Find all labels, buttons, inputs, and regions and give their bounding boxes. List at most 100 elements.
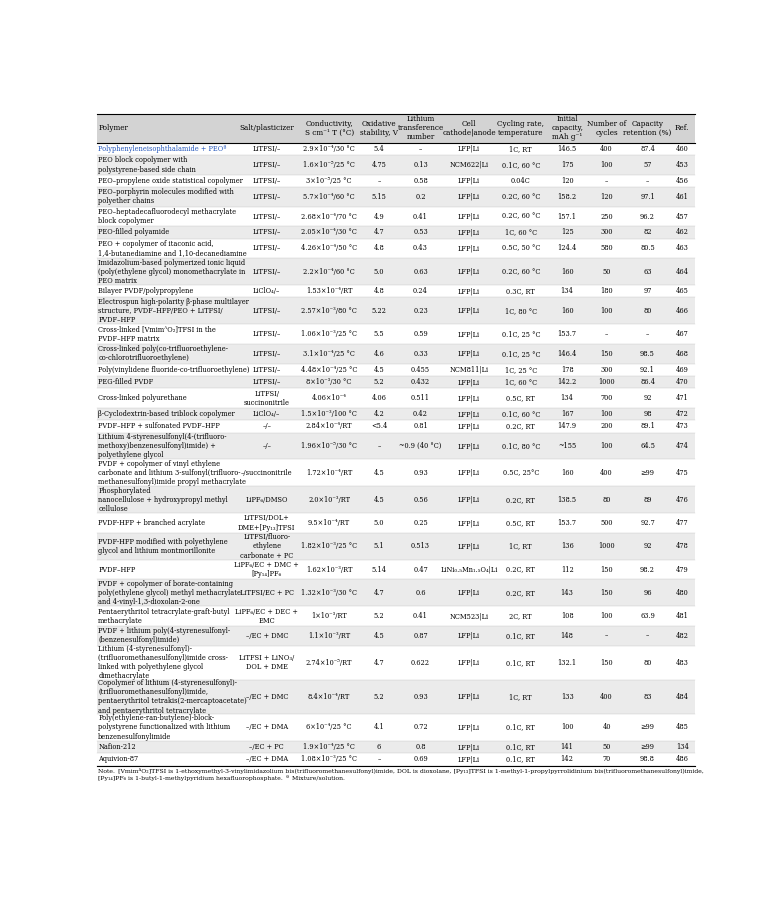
Text: 150: 150 (600, 350, 613, 358)
Text: 180: 180 (600, 287, 613, 295)
Text: 112: 112 (560, 565, 574, 573)
Text: LiTFSI/fluoro-
ethylene
carbonate + PC: LiTFSI/fluoro- ethylene carbonate + PC (240, 533, 293, 560)
Text: 3×10⁻⁵/25 °C: 3×10⁻⁵/25 °C (306, 177, 352, 184)
Bar (96, 533, 695, 560)
Text: 453: 453 (676, 161, 689, 169)
Text: LiTFSI/–: LiTFSI/– (252, 378, 281, 386)
Text: –/EC + DMC: –/EC + DMC (245, 632, 288, 640)
Text: 4.9: 4.9 (374, 212, 384, 220)
Text: 89: 89 (643, 496, 652, 504)
Text: LiPF₆/EC + DEC +
EMC: LiPF₆/EC + DEC + EMC (235, 608, 298, 625)
Text: 0.3C, RT: 0.3C, RT (506, 287, 535, 295)
Text: LiPF₆/EC + DMC +
[Py₁₄]PF₆: LiPF₆/EC + DMC + [Py₁₄]PF₆ (235, 561, 299, 578)
Text: –/EC + DMA: –/EC + DMA (245, 755, 288, 763)
Text: Ref.: Ref. (675, 124, 689, 132)
Text: 5.22: 5.22 (371, 307, 386, 315)
Text: 250: 250 (600, 212, 613, 220)
Bar (96, 753, 695, 766)
Text: 138.5: 138.5 (557, 496, 577, 504)
Text: 125: 125 (560, 229, 574, 237)
Text: 485: 485 (676, 724, 689, 732)
Text: 477: 477 (676, 519, 689, 527)
Text: 475: 475 (676, 469, 689, 477)
Text: 157.1: 157.1 (557, 212, 577, 220)
Text: 40: 40 (602, 724, 611, 732)
Text: 5.4: 5.4 (374, 145, 384, 153)
Text: 2.68×10⁻⁴/70 °C: 2.68×10⁻⁴/70 °C (301, 212, 357, 220)
Text: –: – (378, 177, 381, 184)
Text: LFP|Li: LFP|Li (458, 267, 480, 275)
Bar (96, 207, 695, 226)
Bar (96, 298, 695, 324)
Text: 86.4: 86.4 (640, 378, 655, 386)
Text: 4.75: 4.75 (371, 161, 386, 169)
Text: 1C, RT: 1C, RT (510, 693, 532, 701)
Text: Pentaerythritol tetracrylate-graft-butyl
methacrylate: Pentaerythritol tetracrylate-graft-butyl… (98, 608, 230, 625)
Text: LiTFSI/–: LiTFSI/– (252, 161, 281, 169)
Bar (96, 741, 695, 753)
Text: LFP|Li: LFP|Li (458, 330, 480, 338)
Text: 3.1×10⁻⁴/25 °C: 3.1×10⁻⁴/25 °C (303, 350, 355, 358)
Text: 1.6×10⁻⁵/25 °C: 1.6×10⁻⁵/25 °C (303, 161, 355, 169)
Text: 0.1C, RT: 0.1C, RT (506, 724, 535, 732)
Text: LiTFSI/–: LiTFSI/– (252, 330, 281, 338)
Text: 4.5: 4.5 (374, 469, 384, 477)
Text: LFP|Li: LFP|Li (458, 177, 480, 184)
Text: 2.9×10⁻⁴/30 °C: 2.9×10⁻⁴/30 °C (303, 145, 355, 153)
Text: 482: 482 (676, 632, 689, 640)
Bar (96, 376, 695, 388)
Text: 100: 100 (601, 307, 613, 315)
Text: 4.5: 4.5 (374, 365, 384, 374)
Text: ~0.9 (40 °C): ~0.9 (40 °C) (399, 442, 442, 450)
Text: 160: 160 (560, 267, 574, 275)
Bar (96, 626, 695, 645)
Text: 83: 83 (643, 693, 652, 701)
Text: 5.7×10⁻⁴/60 °C: 5.7×10⁻⁴/60 °C (303, 193, 355, 201)
Text: LiTFSI/DOL+
DME+[Py₁₃]TFSI: LiTFSI/DOL+ DME+[Py₁₃]TFSI (238, 515, 296, 532)
Text: 120: 120 (560, 177, 574, 184)
Text: 0.2C, RT: 0.2C, RT (506, 589, 535, 597)
Bar (96, 155, 695, 175)
Text: LiTFSI/EC + PC: LiTFSI/EC + PC (240, 589, 293, 597)
Text: 4.06×10⁻⁴: 4.06×10⁻⁴ (312, 394, 347, 402)
Text: 480: 480 (676, 589, 689, 597)
Text: NCM622|Li: NCM622|Li (449, 161, 489, 169)
Text: 5.5: 5.5 (374, 330, 384, 338)
Text: LFP|Li: LFP|Li (458, 350, 480, 358)
Text: Poly(ethylene-ran-butylene)-block-
polystyrene functionalized with lithium
benze: Poly(ethylene-ran-butylene)-block- polys… (98, 715, 231, 741)
Text: PVDF-HFP modified with polyethylene
glycol and lithium montmorillonite: PVDF-HFP modified with polyethylene glyc… (98, 538, 228, 555)
Text: LFP|Li: LFP|Li (458, 469, 480, 477)
Text: 580: 580 (600, 245, 613, 253)
Text: 0.1C, RT: 0.1C, RT (506, 632, 535, 640)
Text: 0.5C, 50 °C: 0.5C, 50 °C (502, 245, 540, 253)
Text: 0.5C, 25°C: 0.5C, 25°C (503, 469, 539, 477)
Text: 466: 466 (676, 307, 689, 315)
Text: 464: 464 (676, 267, 689, 275)
Text: 300: 300 (601, 365, 613, 374)
Text: 1000: 1000 (598, 543, 615, 551)
Text: 468: 468 (676, 350, 689, 358)
Text: 4.7: 4.7 (374, 659, 384, 667)
Text: 4.5: 4.5 (374, 496, 384, 504)
Text: 4.7: 4.7 (374, 229, 384, 237)
Text: LiTFSI/–: LiTFSI/– (252, 267, 281, 275)
Text: PVDF + copolymer of borate-containing
poly(ethylene glycol) methyl methacrylate
: PVDF + copolymer of borate-containing po… (98, 580, 242, 606)
Text: 467: 467 (676, 330, 689, 338)
Text: 0.56: 0.56 (413, 496, 428, 504)
Text: 0.1C, RT: 0.1C, RT (506, 755, 535, 763)
Text: LiTFSI/–: LiTFSI/– (252, 177, 281, 184)
Text: 8.4×10⁻⁴/RT: 8.4×10⁻⁴/RT (308, 693, 350, 701)
Text: PEO–heptadecafluorodecyl methacrylate
block copolymer: PEO–heptadecafluorodecyl methacrylate bl… (98, 208, 236, 225)
Text: 0.2C, RT: 0.2C, RT (506, 422, 535, 430)
Text: 1.82×10⁻³/25 °C: 1.82×10⁻³/25 °C (301, 543, 357, 551)
Text: Capacity
retention (%): Capacity retention (%) (623, 120, 672, 137)
Text: 470: 470 (676, 378, 689, 386)
Text: 64.5: 64.5 (640, 442, 655, 450)
Bar (96, 226, 695, 239)
Text: LiTFSI/–: LiTFSI/– (252, 350, 281, 358)
Text: 0.1C, 25 °C: 0.1C, 25 °C (502, 330, 540, 338)
Text: Number of
cycles: Number of cycles (587, 120, 626, 137)
Text: 0.33: 0.33 (413, 350, 428, 358)
Text: Imidazolium-based polymerized ionic liquid
(poly(ethylene glycol) monomethacryla: Imidazolium-based polymerized ionic liqu… (98, 258, 245, 285)
Text: 1.32×10⁻³/30 °C: 1.32×10⁻³/30 °C (301, 589, 357, 597)
